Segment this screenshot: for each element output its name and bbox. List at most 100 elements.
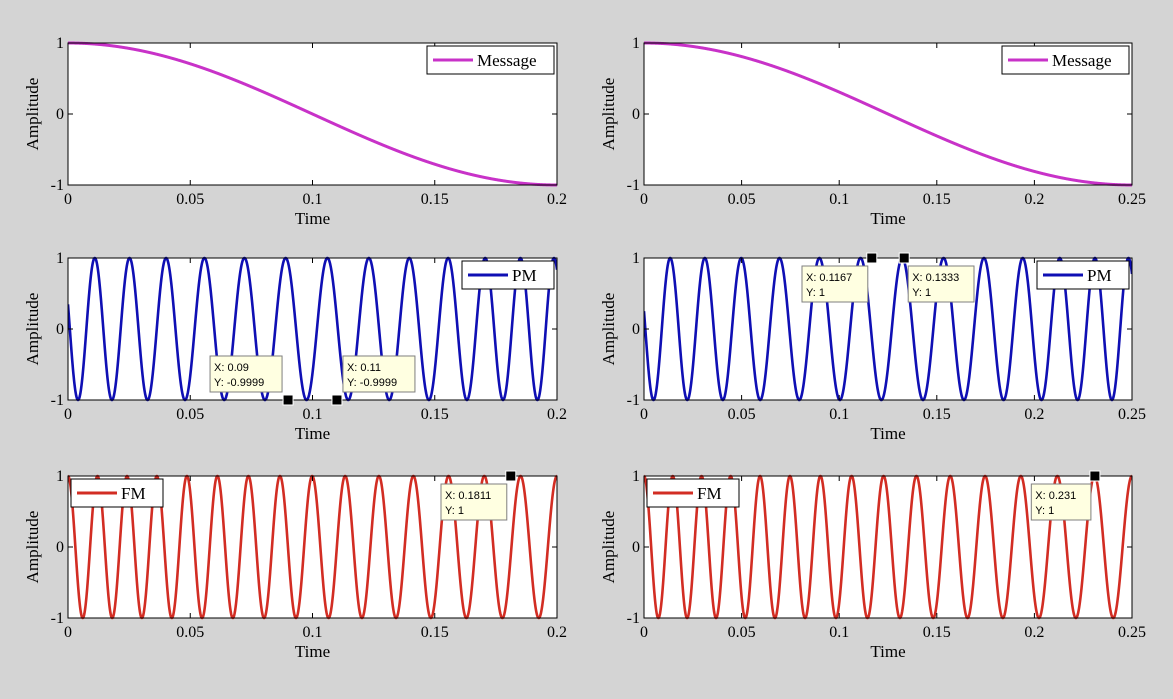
datatip-marker — [282, 394, 294, 406]
datatip-box — [342, 355, 416, 393]
x-tick-label: 0.1 — [829, 406, 849, 423]
datatip-x-label: X: 0.1167 — [806, 272, 852, 284]
datatip-marker — [505, 470, 517, 482]
legend-label: FM — [697, 484, 722, 503]
datatip-y-label: Y: 1 — [445, 505, 464, 517]
x-tick-label: 0.2 — [1024, 191, 1044, 208]
datatip-y-label: Y: -0.9999 — [214, 377, 264, 389]
x-tick-label: 0.25 — [1118, 191, 1146, 208]
x-tick-label: 0.15 — [923, 406, 951, 423]
legend: Message — [1001, 45, 1130, 75]
y-tick-label: 1 — [56, 468, 64, 485]
series-line-message — [68, 41, 557, 187]
y-tick-label: -1 — [51, 177, 64, 194]
x-tick-label: 0.1 — [829, 191, 849, 208]
series-line-pm — [644, 256, 1132, 402]
x-tick-label: 0.15 — [923, 191, 951, 208]
x-tick-label: 0.15 — [421, 624, 449, 641]
y-axis-label: Amplitude — [23, 511, 42, 584]
datatip-x-label: X: 0.231 — [1035, 490, 1076, 502]
legend-label: Message — [477, 51, 536, 70]
x-tick-label: 0 — [640, 191, 648, 208]
datatip: X: 0.11 Y: -0.9999 — [331, 355, 416, 406]
datatip: X: 0.09 Y: -0.9999 — [209, 355, 294, 406]
x-tick-label: 0.05 — [728, 624, 756, 641]
x-axis-label: Time — [295, 209, 330, 228]
datatip-x-label: X: 0.09 — [214, 362, 249, 374]
legend: FM — [646, 478, 740, 508]
datatip-x-label: X: 0.1811 — [445, 490, 491, 502]
legend: FM — [70, 478, 164, 508]
x-tick-label: 0.25 — [1118, 406, 1146, 423]
datatip: X: 0.1333 Y: 1 — [898, 252, 975, 303]
y-tick-label: 0 — [632, 539, 640, 556]
x-tick-label: 0.05 — [176, 406, 204, 423]
legend-label: FM — [121, 484, 146, 503]
y-tick-label: 1 — [56, 35, 64, 52]
datatip-box — [440, 483, 508, 521]
legend-label: Message — [1052, 51, 1111, 70]
datatip-x-label: X: 0.11 — [347, 362, 381, 374]
series-line-message — [644, 41, 1132, 187]
datatip-box — [1030, 483, 1092, 521]
y-tick-label: 1 — [632, 35, 640, 52]
x-axis-label: Time — [295, 642, 330, 661]
legend-label: PM — [1087, 266, 1112, 285]
x-axis-label: Time — [295, 424, 330, 443]
y-tick-label: -1 — [51, 610, 64, 627]
x-tick-label: 0.15 — [421, 191, 449, 208]
datatip-marker — [898, 252, 910, 264]
x-axis-label: Time — [870, 642, 905, 661]
datatip-y-label: Y: 1 — [912, 287, 931, 299]
datatip-y-label: Y: 1 — [1035, 505, 1054, 517]
x-tick-label: 0.25 — [1118, 624, 1146, 641]
x-tick-label: 0.1 — [303, 191, 323, 208]
y-tick-label: 0 — [632, 106, 640, 123]
legend-label: PM — [512, 266, 537, 285]
x-tick-label: 0.15 — [421, 406, 449, 423]
datatip-x-label: X: 0.1333 — [912, 272, 959, 284]
x-tick-label: 0.2 — [547, 624, 567, 641]
y-tick-label: -1 — [627, 392, 640, 409]
x-tick-label: 0.2 — [1024, 406, 1044, 423]
x-tick-label: 0.1 — [303, 624, 323, 641]
x-tick-label: 0.05 — [176, 191, 204, 208]
datatip-box — [907, 265, 975, 303]
x-tick-label: 0 — [64, 191, 72, 208]
y-tick-label: 1 — [56, 250, 64, 267]
datatip-marker — [1089, 470, 1101, 482]
plot-msg-b: 0 0.05 0.1 0.15 0.2 0.25-101TimeAmplitudeMess… — [599, 35, 1146, 228]
y-axis-label: Amplitude — [599, 511, 618, 584]
legend: PM — [1036, 260, 1130, 290]
datatip-y-label: Y: -0.9999 — [347, 377, 397, 389]
datatip: X: 0.1811 Y: 1 — [440, 470, 517, 521]
datatip: X: 0.1167 Y: 1 — [801, 252, 878, 303]
y-axis-label: Amplitude — [599, 293, 618, 366]
series-line-pm — [68, 256, 557, 402]
datatip-y-label: Y: 1 — [806, 287, 825, 299]
y-tick-label: -1 — [627, 177, 640, 194]
legend: Message — [426, 45, 555, 75]
x-tick-label: 0 — [64, 406, 72, 423]
datatip-marker — [331, 394, 343, 406]
x-tick-label: 0.2 — [547, 191, 567, 208]
x-tick-label: 0.15 — [923, 624, 951, 641]
y-tick-label: 0 — [632, 321, 640, 338]
datatip-box — [801, 265, 869, 303]
datatip-marker — [866, 252, 878, 264]
datatip-box — [209, 355, 283, 393]
y-tick-label: 0 — [56, 106, 64, 123]
x-tick-label: 0.2 — [547, 406, 567, 423]
x-tick-label: 0.1 — [829, 624, 849, 641]
plot-pm-b: 0 0.05 0.1 0.15 0.2 0.25-101TimeAmplitudePMX:… — [599, 250, 1146, 443]
y-tick-label: 1 — [632, 250, 640, 267]
x-tick-label: 0 — [64, 624, 72, 641]
x-tick-label: 0 — [640, 624, 648, 641]
y-tick-label: 0 — [56, 539, 64, 556]
datatip: X: 0.231 Y: 1 — [1030, 470, 1101, 521]
